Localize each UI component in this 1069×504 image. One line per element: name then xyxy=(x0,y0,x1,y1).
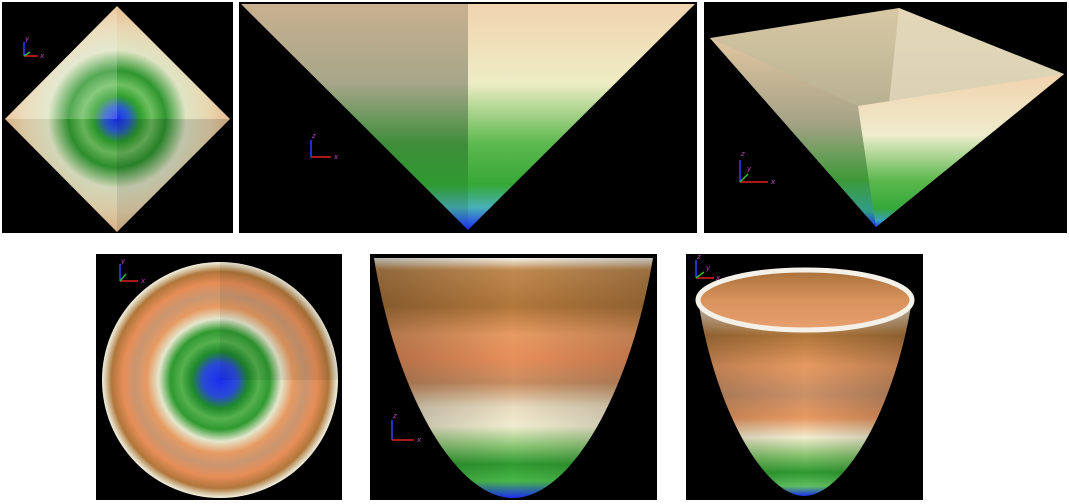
pyramid-front-left-face xyxy=(710,38,876,227)
paraboloid-top-shade xyxy=(220,262,338,380)
axis-label-y: y xyxy=(705,264,711,272)
paraboloid-front-view-panel: z x xyxy=(370,254,657,500)
pyramid-front-view: z x xyxy=(241,4,695,230)
paraboloid-front-shade xyxy=(374,258,653,498)
axis-label-x: x xyxy=(39,52,45,60)
pyramid-perspective-view-panel: z y x xyxy=(704,2,1067,233)
axis-label-y: y xyxy=(746,165,752,173)
axis-label-z: z xyxy=(311,132,316,140)
axis-triad: z x xyxy=(391,412,422,444)
axis-triad: z y x xyxy=(739,150,776,186)
paraboloid-top-view-panel: y x xyxy=(96,254,342,500)
axis-label-x: x xyxy=(333,153,339,161)
paraboloid-outer-shade xyxy=(698,300,912,496)
axis-label-z: z xyxy=(392,412,397,420)
pyramid-front-right-face xyxy=(858,74,1064,227)
paraboloid-front-view: z x xyxy=(374,258,653,498)
paraboloid-top-view: y x xyxy=(102,257,338,498)
axis-label-z: z xyxy=(696,254,701,261)
axis-label-x: x xyxy=(416,436,422,444)
axis-label-z: z xyxy=(740,150,745,158)
pyramid-front-left-face xyxy=(241,4,468,230)
pyramid-top-face-shade xyxy=(117,119,230,232)
axis-triad: y x xyxy=(119,257,146,285)
pyramid-front-view-panel: z x xyxy=(239,2,697,233)
axis-triad: z y x xyxy=(695,254,721,282)
paraboloid-rim xyxy=(695,267,915,333)
axis-label-x: x xyxy=(770,178,776,186)
pyramid-top-face-shade xyxy=(5,119,117,232)
pyramid-perspective-view: z y x xyxy=(710,8,1064,227)
paraboloid-inner-surface xyxy=(698,270,912,330)
pyramid-front-right-face xyxy=(468,4,695,230)
pyramid-top-view: y x xyxy=(5,6,230,232)
pyramid-top-surface xyxy=(5,6,230,232)
paraboloid-perspective-view-panel: z y x xyxy=(686,254,923,500)
paraboloid-perspective-view: z y x xyxy=(695,254,915,496)
pyramid-top-face-shade xyxy=(5,6,117,119)
paraboloid-top-surface xyxy=(102,262,338,498)
axis-triad: z x xyxy=(310,132,339,161)
axis-label-y: y xyxy=(120,257,126,265)
axis-label-x: x xyxy=(715,274,721,282)
axis-label-x: x xyxy=(140,277,146,285)
axis-label-y: y xyxy=(24,35,30,43)
pyramid-top-view-panel: y x xyxy=(2,2,233,233)
axis-triad: y x xyxy=(23,35,45,60)
